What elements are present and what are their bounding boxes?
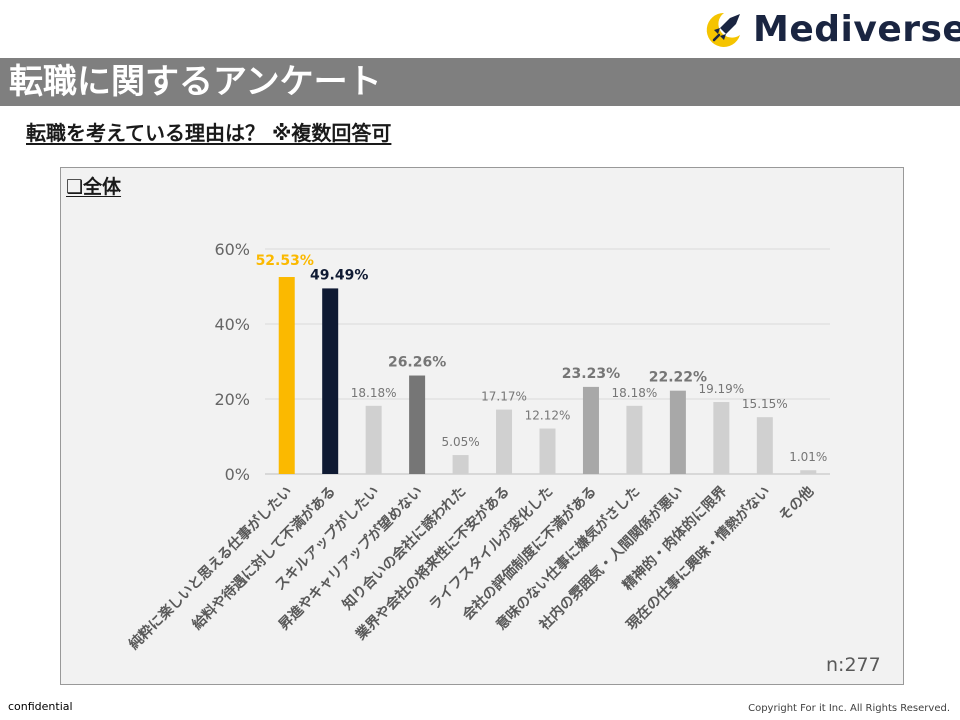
confidential-label: confidential [8, 700, 73, 713]
data-label: 5.05% [442, 435, 480, 449]
y-tick-label: 60% [214, 240, 250, 259]
y-tick-label: 0% [225, 465, 250, 484]
bar [278, 277, 295, 474]
survey-question: 転職を考えている理由は？ ※複数回答可 [26, 121, 392, 145]
data-label: 18.18% [612, 386, 658, 400]
bar [582, 386, 599, 474]
bar [452, 455, 469, 474]
segment-label: ❑全体 [66, 176, 122, 198]
brand-logo: Mediverse [700, 8, 960, 52]
bar [322, 288, 339, 474]
bar [365, 405, 382, 474]
bar [626, 405, 643, 474]
bar [409, 375, 426, 474]
data-label: 23.23% [562, 366, 620, 382]
data-label: 52.53% [256, 253, 314, 269]
copyright-text: Copyright For it Inc. All Rights Reserve… [748, 703, 950, 714]
data-label: 49.49% [310, 267, 368, 283]
brand-name: Mediverse [753, 9, 960, 50]
y-tick-label: 40% [214, 315, 250, 334]
data-label: 17.17% [481, 390, 527, 404]
category-label: 純粋に楽しいと思える仕事がしたい [125, 483, 295, 653]
bar [800, 470, 817, 474]
sample-size: n:277 [826, 654, 881, 676]
data-label: 15.15% [742, 397, 788, 411]
bar [669, 390, 686, 474]
data-label: 1.01% [789, 450, 827, 464]
bar [713, 402, 730, 474]
data-label: 19.19% [698, 382, 744, 396]
data-label: 12.12% [525, 409, 571, 423]
data-label: 22.22% [649, 370, 707, 386]
page-title: 転職に関するアンケート [9, 62, 382, 102]
bar [539, 428, 556, 474]
bar [496, 409, 513, 474]
data-label: 18.18% [351, 386, 397, 400]
rocket-moon-icon [706, 12, 740, 47]
category-label: 業界や会社の将来性に不安がある [352, 483, 513, 644]
data-label: 26.26% [388, 355, 446, 371]
title-bar: 転職に関するアンケート [0, 58, 960, 106]
category-label: その他 [775, 483, 817, 525]
bar [756, 417, 773, 474]
y-tick-label: 20% [214, 390, 250, 409]
